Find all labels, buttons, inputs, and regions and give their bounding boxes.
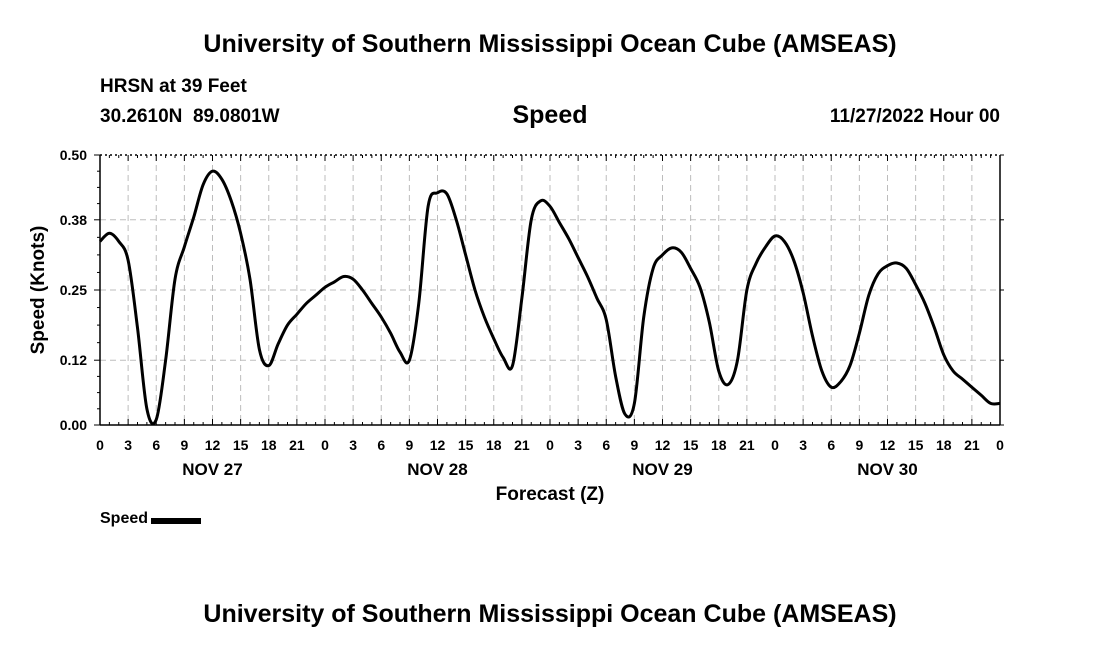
x-tick-label: 9 bbox=[855, 437, 863, 453]
x-tick-label: 3 bbox=[574, 437, 582, 453]
x-tick-label: 15 bbox=[233, 437, 249, 453]
x-tick-label: 0 bbox=[996, 437, 1004, 453]
y-tick-label: 0.12 bbox=[60, 352, 87, 368]
y-tick-label: 0.38 bbox=[60, 212, 87, 228]
station-label: HRSN at 39 Feet bbox=[100, 76, 247, 97]
day-label: NOV 27 bbox=[182, 460, 242, 479]
x-tick-label: 18 bbox=[711, 437, 727, 453]
x-tick-label: 9 bbox=[630, 437, 638, 453]
footer-title: University of Southern Mississippi Ocean… bbox=[203, 600, 897, 628]
day-label: NOV 29 bbox=[632, 460, 692, 479]
x-tick-label: 21 bbox=[289, 437, 305, 453]
legend-swatch bbox=[151, 517, 202, 524]
x-tick-label: 3 bbox=[124, 437, 132, 453]
legend: Speed bbox=[100, 510, 202, 528]
x-tick-label: 12 bbox=[655, 437, 671, 453]
x-axis-title: Forecast (Z) bbox=[496, 484, 605, 505]
x-tick-label: 3 bbox=[349, 437, 357, 453]
x-tick-label: 0 bbox=[546, 437, 554, 453]
x-tick-label: 18 bbox=[486, 437, 502, 453]
x-tick-label: 15 bbox=[458, 437, 474, 453]
day-label: NOV 28 bbox=[407, 460, 467, 479]
y-tick-label: 0.50 bbox=[60, 147, 87, 163]
coordinates-label: 30.2610N 89.0801W bbox=[100, 106, 280, 127]
y-tick-label: 0.00 bbox=[60, 417, 87, 433]
x-tick-label: 21 bbox=[514, 437, 530, 453]
chart-subtitle: Speed bbox=[512, 101, 588, 129]
x-tick-label: 18 bbox=[261, 437, 277, 453]
x-tick-label: 6 bbox=[377, 437, 385, 453]
x-tick-label: 0 bbox=[771, 437, 779, 453]
y-tick-label: 0.25 bbox=[60, 282, 87, 298]
grid bbox=[100, 155, 1000, 425]
day-label: NOV 30 bbox=[857, 460, 917, 479]
x-tick-label: 21 bbox=[739, 437, 755, 453]
legend-label: Speed bbox=[100, 510, 149, 527]
x-tick-label: 0 bbox=[321, 437, 329, 453]
x-tick-label: 9 bbox=[405, 437, 413, 453]
y-axis-title: Speed (Knots) bbox=[28, 226, 49, 355]
timestamp-label: 11/27/2022 Hour 00 bbox=[829, 106, 1000, 127]
x-tick-label: 18 bbox=[936, 437, 952, 453]
x-tick-label: 21 bbox=[964, 437, 980, 453]
x-tick-label: 0 bbox=[96, 437, 104, 453]
x-tick-label: 6 bbox=[152, 437, 160, 453]
series-layer bbox=[98, 169, 1001, 426]
x-tick-label: 9 bbox=[180, 437, 188, 453]
x-tick-label: 6 bbox=[602, 437, 610, 453]
speed-series-line bbox=[98, 169, 1001, 426]
x-tick-label: 15 bbox=[683, 437, 699, 453]
x-tick-label: 12 bbox=[880, 437, 896, 453]
axes bbox=[94, 154, 1004, 426]
axis-labels: 0 3 6 9 12 15 18 21 0 3 6 9 12 15 18 21 0 3 6 9 12 15 18 21 0 3 6 9… bbox=[28, 147, 1004, 505]
x-tick-label: 15 bbox=[908, 437, 924, 453]
chart-title: University of Southern Mississippi Ocean… bbox=[203, 30, 897, 58]
x-tick-label: 12 bbox=[430, 437, 446, 453]
x-tick-label: 12 bbox=[205, 437, 221, 453]
x-tick-label: 3 bbox=[799, 437, 807, 453]
x-tick-label: 6 bbox=[827, 437, 835, 453]
